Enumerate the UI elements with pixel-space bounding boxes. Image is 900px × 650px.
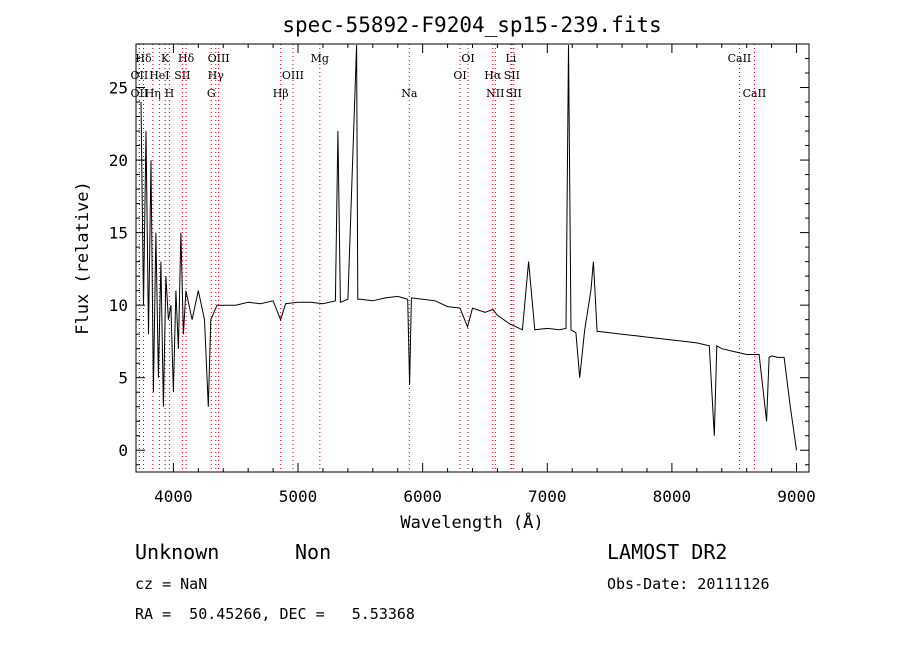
y-tick-label-25: 25 xyxy=(109,79,128,98)
marker-label-10: SII xyxy=(174,69,190,82)
x-tick-label-8000: 8000 xyxy=(653,487,692,506)
plot-frame xyxy=(135,43,810,473)
object-class: Unknown xyxy=(135,540,220,564)
marker-label-8: OII xyxy=(131,69,149,82)
survey-name: LAMOST DR2 xyxy=(607,540,728,564)
marker-label-1: K xyxy=(161,52,170,65)
ra-dec-coordinates: RA = 50.45266, DEC = 5.53368 xyxy=(135,605,415,623)
x-tick-label-4000: 4000 xyxy=(154,487,193,506)
y-tick-label-10: 10 xyxy=(109,296,128,315)
marker-label-22: NII xyxy=(486,87,504,100)
chart-title: spec-55892-F9204_sp15-239.fits xyxy=(282,13,661,37)
marker-label-5: OI xyxy=(461,52,474,65)
y-axis-label: Flux (relative) xyxy=(73,181,93,335)
y-axis: 0 5 10 15 20 25 xyxy=(109,58,809,466)
marker-label-0: Hδ xyxy=(135,52,152,65)
marker-label-2: Hδ xyxy=(178,52,195,65)
x-tick-label-6000: 6000 xyxy=(403,487,442,506)
marker-label-21: Na xyxy=(401,87,418,100)
y-tick-label-20: 20 xyxy=(109,151,128,170)
marker-label-15: SII xyxy=(504,69,520,82)
marker-label-23: SII xyxy=(506,87,522,100)
marker-label-19: G xyxy=(207,87,216,100)
marker-label-18: H xyxy=(165,87,175,100)
marker-label-17: Hη xyxy=(145,87,161,100)
marker-label-14: Hα xyxy=(484,69,502,82)
marker-label-4: Mg xyxy=(311,52,329,65)
marker-label-3: OIII xyxy=(208,52,230,65)
x-axis-label: Wavelength (Å) xyxy=(400,511,543,533)
marker-label-20: Hβ xyxy=(273,87,289,100)
marker-label-24: CaII xyxy=(743,87,767,100)
spectral-line-markers xyxy=(138,44,755,472)
x-tick-label-7000: 7000 xyxy=(528,487,567,506)
marker-label-9: HeI xyxy=(149,69,169,82)
y-tick-label-15: 15 xyxy=(109,224,128,243)
marker-label-6: Li xyxy=(505,52,516,65)
observation-date: Obs-Date: 20111126 xyxy=(607,575,770,593)
marker-label-16: OII xyxy=(131,87,149,100)
x-tick-label-9000: 9000 xyxy=(777,487,816,506)
y-tick-label-5: 5 xyxy=(118,369,128,388)
x-tick-label-5000: 5000 xyxy=(279,487,318,506)
marker-label-12: OIII xyxy=(282,69,304,82)
x-axis: 4000 5000 6000 7000 8000 9000 xyxy=(154,44,816,506)
object-subclass: Non xyxy=(295,540,332,564)
marker-label-11: Hγ xyxy=(208,69,225,82)
redshift-cz: cz = NaN xyxy=(135,575,208,593)
spectrum-line xyxy=(140,44,797,451)
marker-label-13: OI xyxy=(453,69,466,82)
y-tick-label-0: 0 xyxy=(118,441,128,460)
marker-label-7: CaII xyxy=(728,52,752,65)
